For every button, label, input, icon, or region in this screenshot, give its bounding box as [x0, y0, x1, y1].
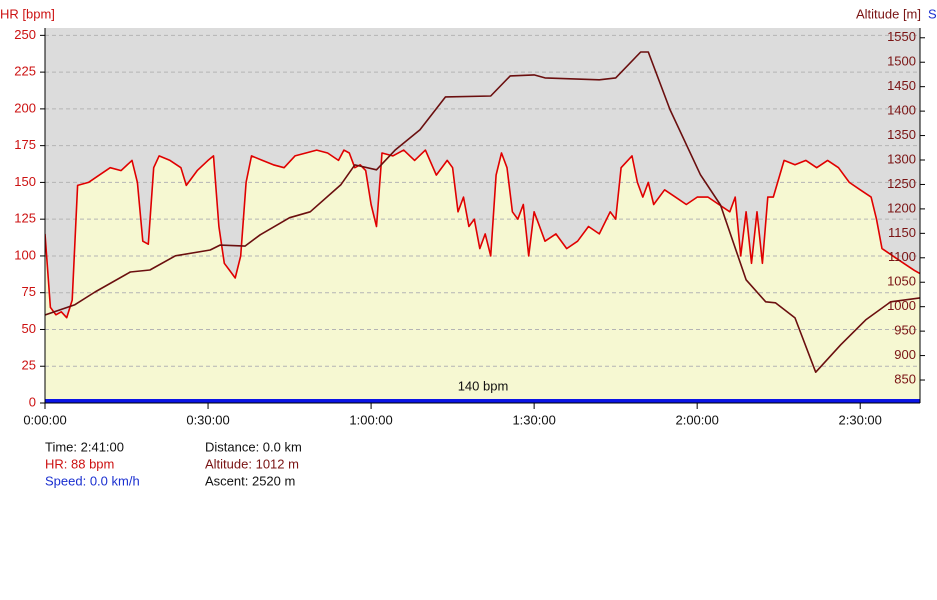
- y-tick-label: 225: [14, 64, 36, 79]
- x-tick-label: 1:30:00: [512, 412, 555, 427]
- x-tick-label: 0:30:00: [186, 412, 229, 427]
- y-tick-label: 0: [29, 394, 36, 409]
- y2-tick-label: 1200: [887, 200, 916, 215]
- y-tick-label: 25: [22, 358, 36, 373]
- y-tick-label: 175: [14, 137, 36, 152]
- info-text: HR: 88 bpm: [45, 456, 114, 471]
- x-tick-label: 2:30:00: [839, 412, 882, 427]
- y-axis-label: HR [bpm]: [0, 6, 55, 21]
- y2-tick-label: 1350: [887, 127, 916, 142]
- y-tick-label: 150: [14, 174, 36, 189]
- annotation: 140 bpm: [458, 378, 509, 393]
- y-tick-label: 200: [14, 100, 36, 115]
- y2-tick-label: 850: [894, 371, 916, 386]
- y-tick-label: 50: [22, 321, 36, 336]
- x-tick-label: 2:00:00: [675, 412, 718, 427]
- x-tick-label: 1:00:00: [349, 412, 392, 427]
- info-text: Altitude: 1012 m: [205, 456, 299, 471]
- y2-tick-label: 1400: [887, 103, 916, 118]
- series-line: [45, 51, 920, 373]
- info-text: Ascent: 2520 m: [205, 473, 295, 488]
- x-tick-label: 0:00:00: [23, 412, 66, 427]
- y2-tick-label: 1050: [887, 274, 916, 289]
- y2-tick-label: 1550: [887, 29, 916, 44]
- info-text: Time: 2:41:00: [45, 439, 124, 454]
- series-line: [45, 149, 920, 319]
- y2-tick-label: 1300: [887, 151, 916, 166]
- y2-tick-label: 1450: [887, 78, 916, 93]
- y2-tick-label: 950: [894, 323, 916, 338]
- y-tick-label: 250: [14, 27, 36, 42]
- y2-tick-label: 1000: [887, 298, 916, 313]
- y-tick-label: 125: [14, 211, 36, 226]
- y-tick-label: 75: [22, 284, 36, 299]
- y2-tick-label: 1500: [887, 54, 916, 69]
- y3-axis-label: S: [928, 6, 937, 21]
- y2-tick-label: 1100: [888, 249, 916, 264]
- area: [45, 150, 920, 403]
- y2-tick-label: 1150: [888, 225, 916, 240]
- y2-tick-label: 900: [894, 347, 916, 362]
- y2-axis-label: Altitude [m]: [856, 6, 921, 21]
- info-text: Distance: 0.0 km: [205, 439, 302, 454]
- info-text: Speed: 0.0 km/h: [45, 473, 140, 488]
- y2-tick-label: 1250: [887, 176, 916, 191]
- y-tick-label: 100: [14, 247, 36, 262]
